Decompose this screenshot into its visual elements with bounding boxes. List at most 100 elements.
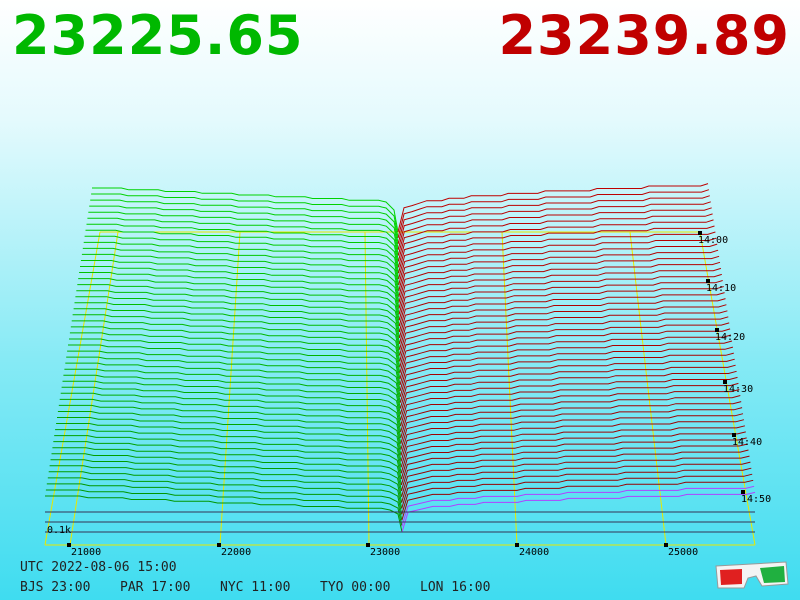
time-tick-label: 14:20	[715, 332, 745, 343]
ask-depth-line	[400, 401, 742, 444]
ask-depth-line	[401, 485, 755, 527]
ask-depth-line	[398, 243, 718, 291]
bid-depth-line	[75, 296, 400, 338]
bid-depth-line	[76, 290, 400, 333]
ask-depth-line	[399, 370, 737, 415]
ask-depth-line	[399, 364, 736, 409]
ask-depth-line	[399, 346, 734, 391]
ask-depth-line	[397, 201, 711, 250]
bid-depth-line	[46, 483, 403, 521]
bid-depth-line	[81, 253, 400, 297]
bid-price: 23225.65	[12, 4, 304, 67]
tick-dot	[515, 543, 519, 547]
bid-depth-line	[70, 326, 401, 368]
bid-depth-line	[49, 465, 403, 503]
ask-depth-line	[401, 473, 753, 515]
ask-depth-line	[400, 431, 746, 474]
bid-depth-line	[80, 260, 400, 303]
bid-depth-line	[90, 199, 399, 244]
bid-depth-line	[50, 459, 403, 497]
bid-depth-line	[45, 495, 403, 533]
ask-depth-line	[399, 298, 726, 344]
bid-depth-line	[80, 266, 400, 309]
ask-depth-line	[398, 273, 722, 321]
zone-time: BJS 23:00	[20, 580, 91, 595]
ask-depth-line	[399, 358, 735, 403]
ask-depth-line	[400, 419, 745, 462]
ask-depth-line	[400, 425, 746, 468]
bid-depth-line	[74, 302, 400, 344]
bid-depth-line	[61, 386, 402, 427]
price-tick-label: 23000	[370, 547, 400, 558]
time-tick-label: 14:10	[706, 283, 736, 294]
ask-depth-line	[399, 340, 733, 386]
bid-depth-line	[62, 380, 401, 421]
ask-depth-line	[400, 407, 743, 450]
bid-depth-line	[57, 411, 402, 450]
ask-depth-line	[397, 183, 709, 233]
bid-depth-line	[82, 247, 400, 291]
ask-depth-line	[400, 389, 740, 433]
ask-depth-line	[398, 280, 723, 327]
bid-depth-line	[77, 284, 400, 327]
price-tick-label: 24000	[519, 547, 549, 558]
ask-depth-line	[399, 352, 734, 397]
ask-price: 23239.89	[498, 4, 790, 67]
ask-depth-line	[398, 231, 716, 280]
ask-depth-line	[397, 213, 713, 262]
price-tick-label: 21000	[71, 547, 101, 558]
ask-depth-line	[399, 328, 731, 374]
ask-depth-line	[398, 237, 717, 286]
ask-depth-line	[401, 461, 751, 503]
bid-depth-line	[72, 314, 401, 356]
bid-depth-line	[54, 435, 402, 474]
bid-depth-line	[68, 344, 401, 386]
time-tick-label: 14:40	[732, 437, 762, 448]
ask-depth-line	[398, 225, 715, 274]
bid-depth-line	[57, 417, 402, 456]
ask-depth-line	[400, 382, 739, 427]
ask-depth-line	[399, 316, 729, 362]
ask-depth-line	[400, 443, 748, 486]
time-tick-label: 14:30	[723, 384, 753, 395]
bid-depth-line	[52, 447, 402, 486]
ask-depth-line	[400, 449, 749, 491]
ask-depth-line	[398, 292, 725, 339]
tick-dot	[67, 543, 71, 547]
ask-depth-line	[397, 219, 714, 268]
bid-depth-line	[47, 477, 403, 515]
bid-depth-line	[87, 217, 399, 262]
ask-depth-line	[398, 267, 722, 315]
ask-depth-line	[398, 261, 721, 309]
bid-depth-line	[60, 392, 402, 433]
zone-time: LON 16:00	[420, 580, 491, 595]
utc-time: UTC 2022-08-06 15:00	[20, 560, 177, 575]
time-tick-label: 14:00	[698, 235, 728, 246]
ask-depth-line	[399, 334, 732, 380]
ask-depth-line	[400, 395, 741, 439]
bid-depth-line	[92, 187, 399, 233]
tick-dot	[706, 279, 710, 283]
bid-depth-line	[71, 320, 401, 362]
bid-depth-line	[79, 272, 400, 315]
zone-time: PAR 17:00	[120, 580, 191, 595]
bid-depth-line	[53, 441, 402, 480]
bid-depth-line	[45, 489, 403, 527]
tick-dot	[715, 328, 719, 332]
tick-dot	[741, 490, 745, 494]
bid-depth-line	[56, 423, 402, 462]
bid-depth-line	[58, 404, 402, 444]
bid-depth-line	[91, 193, 399, 238]
ask-depth-line	[399, 310, 728, 356]
ask-depth-line	[399, 304, 727, 350]
ask-depth-line	[401, 479, 754, 521]
ask-depth-line	[400, 413, 744, 456]
ask-depth-line	[401, 467, 752, 509]
bid-depth-line	[89, 205, 399, 250]
price-tick-label: 22000	[221, 547, 251, 558]
3d-glasses-icon	[715, 561, 789, 589]
ask-depth-line	[397, 195, 710, 244]
tick-dot	[664, 543, 668, 547]
zone-time: NYC 11:00	[220, 580, 291, 595]
